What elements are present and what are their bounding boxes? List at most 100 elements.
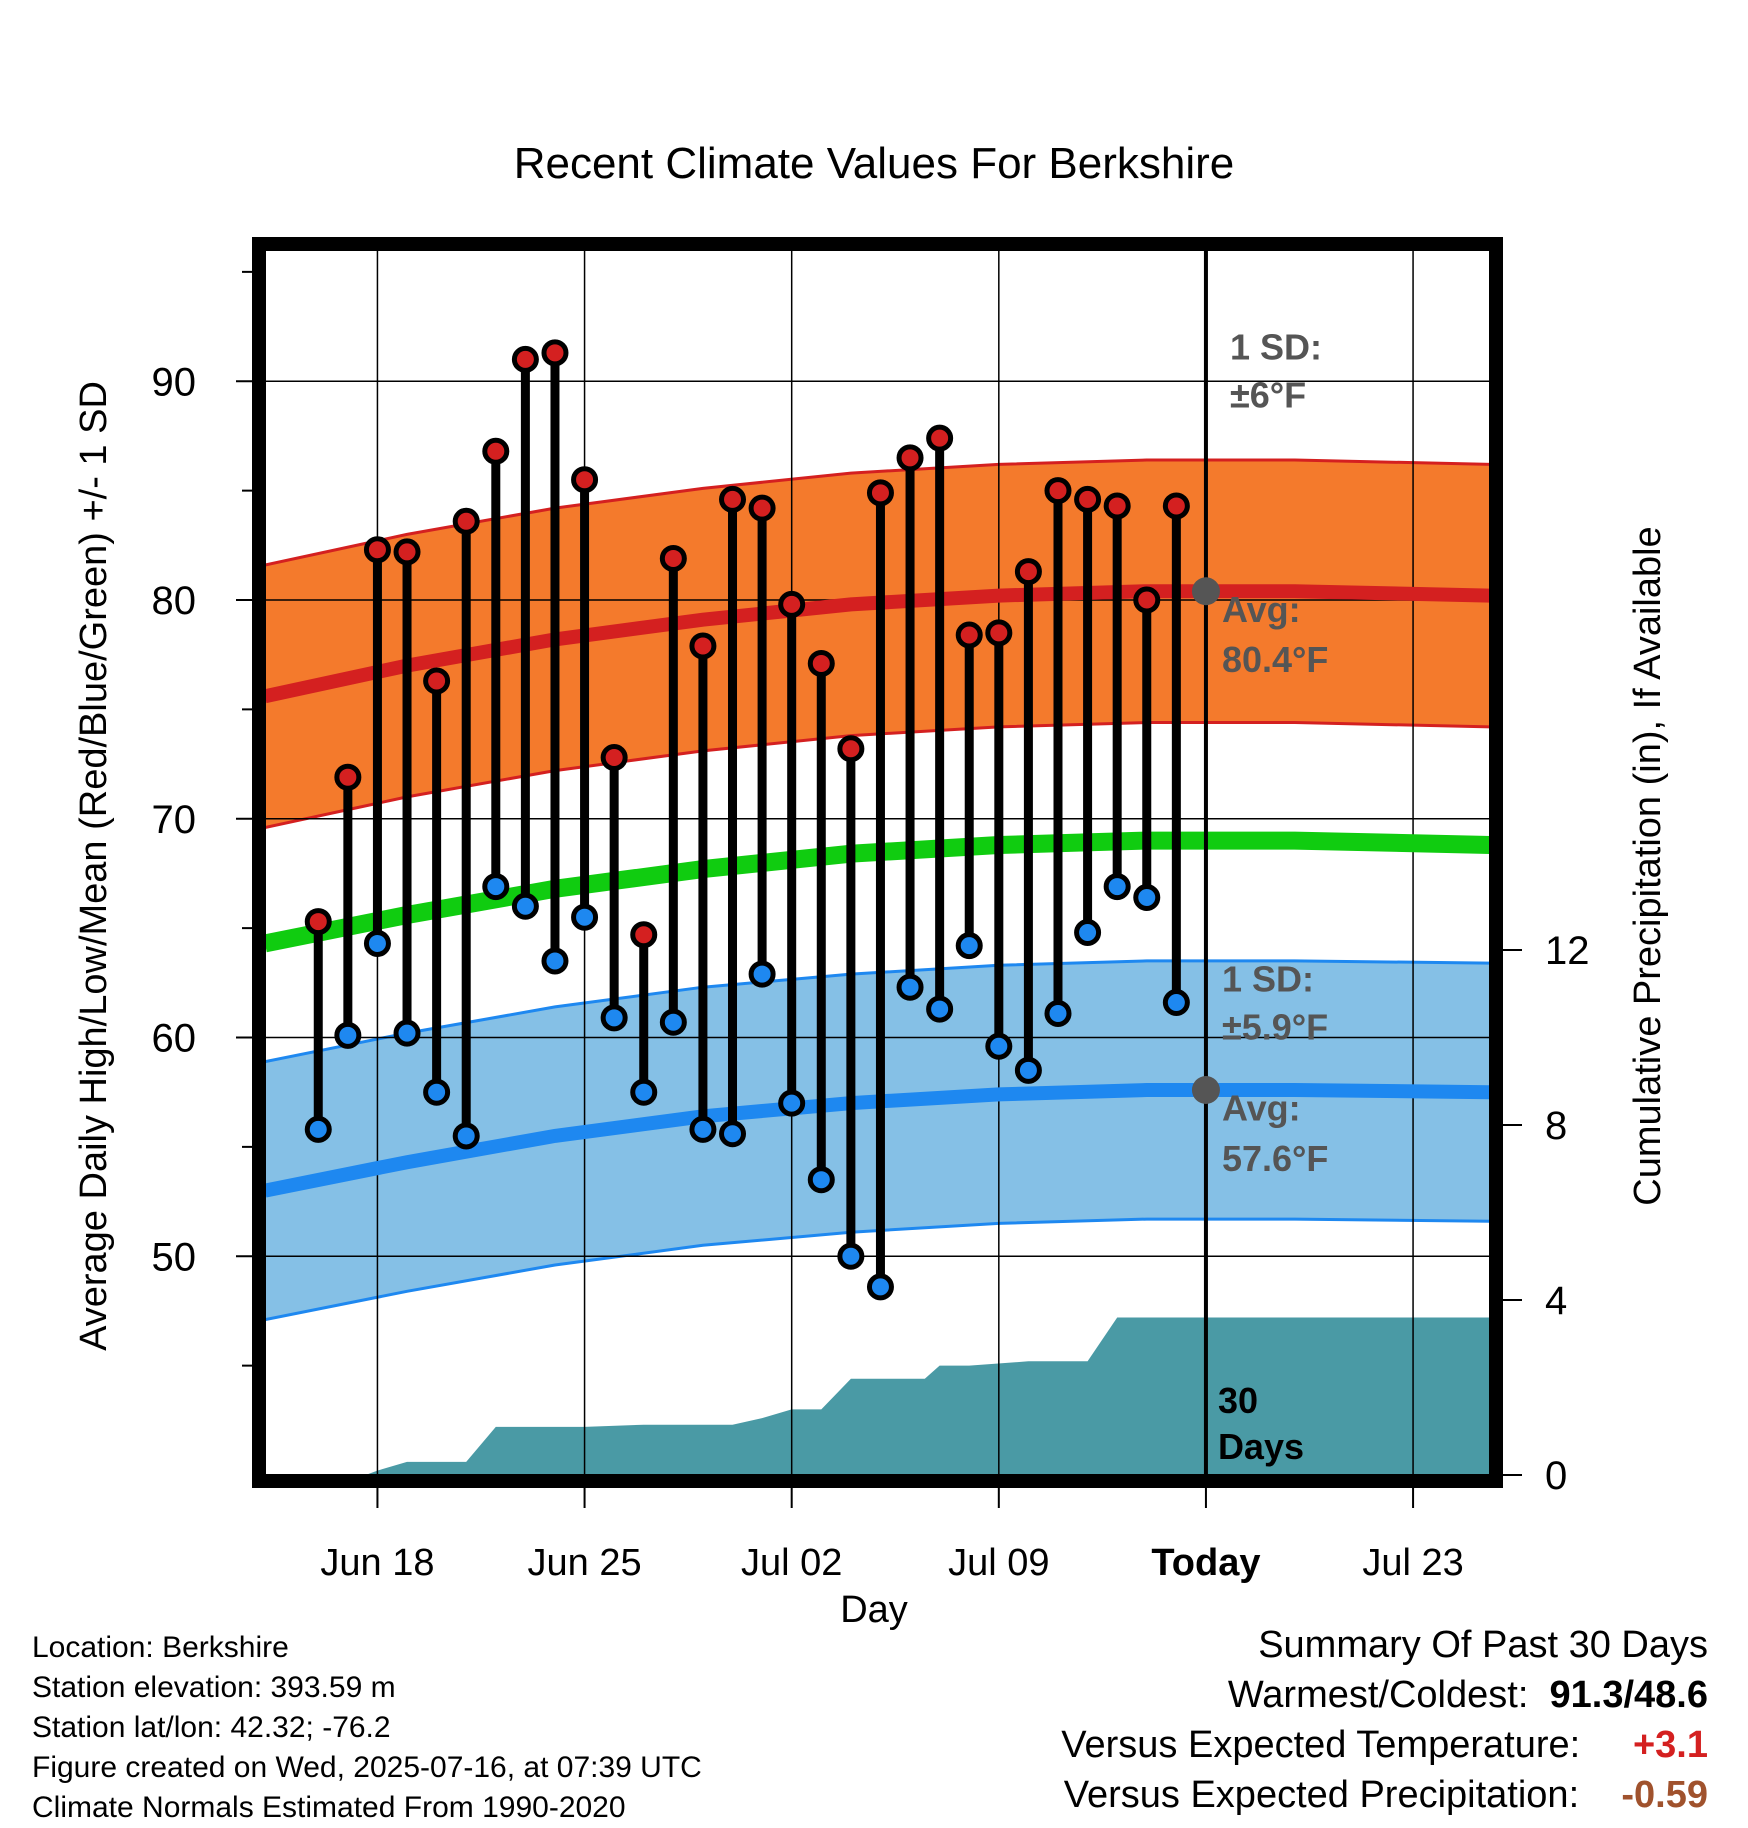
plot-frame <box>252 237 1503 1488</box>
daily-low-point <box>511 892 539 920</box>
y-tick-label: 50 <box>152 1235 197 1279</box>
daily-high-point <box>630 921 658 949</box>
daily-low-point <box>659 1008 687 1036</box>
daily-high-point <box>452 507 480 535</box>
temp-row: Versus Expected Temperature: +3.1 <box>1061 1720 1708 1770</box>
daily-high-point <box>659 544 687 572</box>
precipitation-fill <box>265 1317 1490 1475</box>
y2-tick-label: 0 <box>1545 1454 1567 1498</box>
summary-title: Summary Of Past 30 Days <box>1258 1624 1708 1666</box>
daily-high-point <box>807 649 835 677</box>
daily-high-point <box>985 619 1013 647</box>
temp-label: Versus Expected Temperature: <box>1061 1724 1581 1766</box>
y-tick-label: 70 <box>152 798 197 842</box>
daily-high-point <box>719 485 747 513</box>
y2-tick-label: 8 <box>1545 1104 1567 1148</box>
daily-high-point <box>393 538 421 566</box>
y2-axis-label: Cumulative Precipitation (in), If Availa… <box>1627 526 1669 1205</box>
low-avg-annotation-value: 57.6°F <box>1222 1138 1328 1179</box>
x-tick-label: Jul 09 <box>948 1542 1049 1584</box>
daily-low-point <box>600 1004 628 1032</box>
x-tick-label: Jul 02 <box>741 1542 842 1584</box>
elevation-text: Station elevation: 393.59 m <box>32 1671 396 1704</box>
daily-low-point <box>1162 989 1190 1016</box>
x-tick-label: Jun 18 <box>320 1542 434 1584</box>
daily-high-point <box>689 632 717 660</box>
axes: 50 60 70 80 90 0 4 8 12 Jun 18 Jun 25 Jul 02 Jul 09 T… <box>152 270 1590 1584</box>
precip-row: Versus Expected Precipitation: -0.59 <box>1061 1770 1708 1820</box>
daily-low-point <box>926 995 954 1023</box>
station-info: Location: Berkshire Station elevation: 3… <box>32 1628 702 1828</box>
daily-high-point <box>748 494 776 522</box>
daily-low-point <box>334 1021 362 1049</box>
daily-low-point <box>807 1166 835 1194</box>
daily-high-point <box>571 466 599 494</box>
warm-cold-label: Warmest/Coldest: <box>1227 1674 1529 1716</box>
chart-title: Recent Climate Values For Berkshire <box>514 139 1235 188</box>
y2-tick-label: 4 <box>1545 1279 1567 1323</box>
y-tick-label: 80 <box>152 579 197 623</box>
warm-cold-value: 91.3/48.6 <box>1549 1674 1708 1716</box>
high-avg-annotation-value: 80.4°F <box>1222 639 1328 680</box>
daily-low-point <box>985 1032 1013 1060</box>
created-text: Figure created on Wed, 2025-07-16, at 07… <box>32 1751 702 1784</box>
today-marker: 1 SD: ±6°F Avg: 80.4°F 1 SD: ±5.9°F Avg: 57.6°F… <box>1191 250 1328 1475</box>
daily-low-point <box>423 1078 451 1106</box>
today-days-annotation-unit: Days <box>1218 1426 1304 1467</box>
daily-low-point <box>689 1115 717 1143</box>
daily-high-point <box>304 908 332 936</box>
daily-low-point <box>363 929 391 957</box>
precip-label: Versus Expected Precipitation: <box>1063 1774 1580 1816</box>
daily-low-point <box>304 1115 332 1143</box>
y-tick-label: 60 <box>152 1017 197 1061</box>
daily-low-point <box>1074 919 1102 946</box>
daily-low-point <box>1014 1056 1042 1084</box>
daily-high-point <box>363 536 391 564</box>
high-avg-annotation: Avg: <box>1222 589 1301 630</box>
daily-low-point <box>630 1078 658 1106</box>
daily-high-point <box>1014 558 1042 586</box>
daily-high-point <box>1074 485 1102 513</box>
daily-low-point <box>866 1273 894 1301</box>
x-axis-label: Day <box>840 1589 908 1631</box>
daily-low-point <box>571 903 599 931</box>
warm-cold-row: Warmest/Coldest: 91.3/48.6 <box>1061 1670 1708 1720</box>
daily-high-point <box>896 444 924 472</box>
daily-low-point <box>1133 884 1161 911</box>
daily-low-point <box>393 1019 421 1047</box>
precip-value: -0.59 <box>1621 1774 1708 1816</box>
low-avg-annotation: Avg: <box>1222 1088 1301 1129</box>
x-tick-label: Jul 23 <box>1362 1542 1463 1584</box>
daily-low-point <box>778 1089 806 1117</box>
daily-high-point <box>955 621 983 649</box>
summary-panel: Summary Of Past 30 Days Warmest/Coldest:… <box>1061 1620 1708 1820</box>
precipitation-area <box>265 1317 1490 1475</box>
daily-high-point <box>423 667 451 695</box>
high-avg-line <box>265 584 1490 704</box>
daily-high-point <box>866 479 894 507</box>
daily-high-point <box>837 735 865 763</box>
daily-low-point <box>1044 999 1072 1027</box>
normals-text: Climate Normals Estimated From 1990-2020 <box>32 1791 626 1824</box>
daily-low-point <box>482 873 510 901</box>
y2-tick-label: 12 <box>1545 929 1590 973</box>
today-days-annotation: 30 <box>1218 1380 1258 1421</box>
daily-high-point <box>1162 492 1190 520</box>
high-sd-annotation: 1 SD: <box>1230 326 1322 367</box>
low-avg-marker <box>1191 1076 1220 1104</box>
low-sd-annotation-value: ±5.9°F <box>1222 1007 1328 1048</box>
temp-value: +3.1 <box>1632 1724 1708 1766</box>
daily-high-point <box>778 590 806 618</box>
daily-high-point <box>334 763 362 791</box>
latlon-text: Station lat/lon: 42.32; -76.2 <box>32 1711 391 1744</box>
daily-low-point <box>896 973 924 1001</box>
daily-low-point <box>541 947 569 975</box>
high-sd-annotation-value: ±6°F <box>1230 375 1306 416</box>
daily-low-point <box>837 1242 865 1270</box>
daily-high-point <box>1133 586 1161 614</box>
daily-high-point <box>600 744 628 771</box>
y-axis-label: Average Daily High/Low/Mean (Red/Blue/Gr… <box>73 381 115 1351</box>
x-tick-label: Jun 25 <box>528 1542 642 1584</box>
daily-high-point <box>511 345 539 373</box>
